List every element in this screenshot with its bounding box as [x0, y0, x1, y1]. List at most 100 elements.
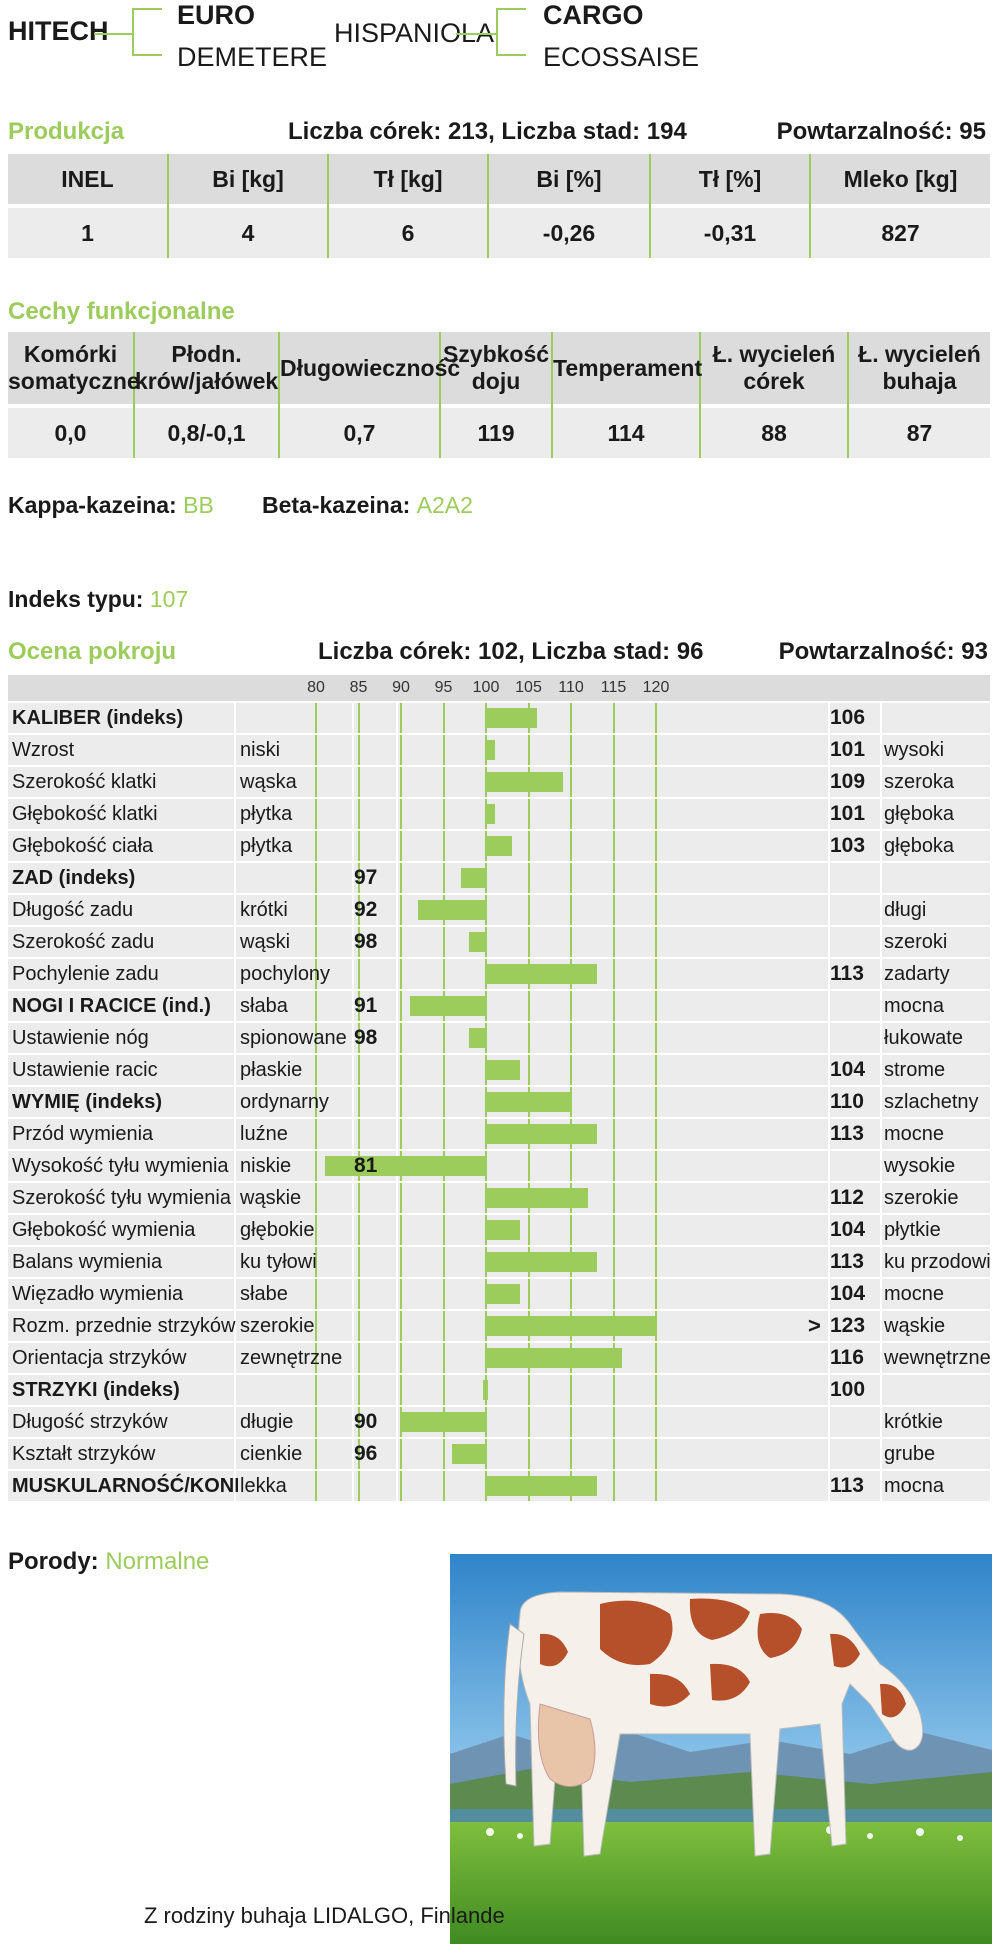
- column-divider: [828, 959, 830, 989]
- calving-value: Normalne: [105, 1548, 210, 1575]
- column-divider: [396, 1343, 398, 1373]
- column-divider: [396, 1471, 398, 1501]
- column-divider: [880, 1087, 882, 1117]
- column-divider: [396, 1215, 398, 1245]
- grid-line: [655, 831, 657, 861]
- grid-line: [527, 799, 530, 829]
- column-divider: [828, 863, 830, 893]
- grid-line: [315, 735, 317, 765]
- column-divider: [234, 1023, 236, 1053]
- grid-line: [570, 767, 572, 797]
- trait-row: MUSKULARNOŚĆ/KONDYCJAlekka mocna 113: [8, 1471, 990, 1503]
- grid-line: [442, 703, 445, 733]
- trait-value: 109: [830, 770, 866, 793]
- column-divider: [880, 991, 882, 1021]
- grid-line: [315, 1119, 317, 1149]
- grid-line: [315, 831, 317, 861]
- x-tick-label: 105: [515, 679, 542, 696]
- grid-line: [527, 1215, 530, 1245]
- column-divider: [880, 1215, 882, 1245]
- grid-line: [400, 1279, 402, 1309]
- grid-line: [485, 991, 487, 1021]
- pedigree-line: [456, 33, 498, 35]
- column-divider: [828, 1439, 830, 1469]
- grid-line: [570, 1279, 572, 1309]
- grid-line: [400, 767, 402, 797]
- grid-line: [357, 1375, 360, 1405]
- grid-line: [357, 1055, 360, 1085]
- functional-header-line: Temperament: [553, 354, 703, 381]
- x-tick-label: 100: [472, 679, 500, 696]
- column-divider: [396, 895, 398, 925]
- type-index: Indeks typu: 107: [8, 586, 188, 613]
- grid-line: [570, 863, 572, 893]
- trait-low-descriptor: długie: [240, 1411, 294, 1433]
- column-divider: [828, 831, 830, 861]
- grid-line: [612, 767, 615, 797]
- trait-bar: [469, 1028, 486, 1048]
- trait-low-descriptor: ordynarny: [240, 1091, 329, 1113]
- grid-line: [655, 1407, 657, 1437]
- trait-bar: [469, 932, 486, 952]
- grid-line: [315, 1471, 317, 1501]
- grid-line: [485, 1023, 487, 1053]
- kappa-casein-label: Kappa-kazeina:: [8, 492, 177, 518]
- trait-value: 113: [830, 962, 864, 985]
- grid-line: [357, 1439, 360, 1469]
- trait-low-descriptor: spionowane: [240, 1027, 347, 1049]
- trait-low-descriptor: głębokie: [240, 1219, 315, 1241]
- functional-table: Komórki somatyczne Płodn. krów/jałówek Długo…: [8, 332, 990, 458]
- trait-name: WYMIĘ (indeks): [12, 1091, 163, 1113]
- grid-line: [527, 735, 530, 765]
- functional-header-line: krów/jałówek: [135, 368, 279, 394]
- cow-photo: [450, 1554, 992, 1944]
- trait-low-descriptor: luźne: [240, 1123, 288, 1145]
- production-value: 827: [809, 208, 990, 258]
- trait-bar: [483, 1380, 488, 1400]
- column-divider: [828, 1311, 830, 1341]
- trait-value: 113: [830, 1250, 864, 1273]
- trait-name: Pochylenie zadu: [12, 963, 159, 985]
- trait-low-descriptor: lekka: [240, 1475, 287, 1497]
- grid-line: [442, 767, 445, 797]
- grid-line: [612, 1279, 615, 1309]
- grid-line: [315, 1183, 317, 1213]
- trait-bar: [486, 1252, 597, 1272]
- grid-line: [442, 1279, 445, 1309]
- grid-line: [400, 1183, 402, 1213]
- column-divider: [352, 1311, 354, 1341]
- grid-line: [315, 1087, 317, 1117]
- trait-name: STRZYKI (indeks): [12, 1379, 180, 1401]
- column-divider: [352, 767, 354, 797]
- trait-row: Przód wymienia luźne mocne 113: [8, 1119, 990, 1151]
- trait-value: 123: [830, 1314, 866, 1337]
- production-header: Bi [kg]: [167, 154, 328, 204]
- grid-line: [400, 1471, 402, 1501]
- production-table: INEL Bi [kg] Tł [kg] Bi [%] Tł [%] Mleko…: [8, 154, 990, 258]
- column-divider: [880, 895, 882, 925]
- trait-bar: [409, 996, 486, 1016]
- column-divider: [880, 831, 882, 861]
- trait-name: MUSKULARNOŚĆ/KONDYCJA: [12, 1475, 238, 1497]
- cow-illustration: [450, 1554, 992, 1944]
- trait-row: Wysokość tyłu wymienia niskie wysokie 81: [8, 1151, 990, 1183]
- column-divider: [880, 959, 882, 989]
- grid-line: [442, 1311, 445, 1341]
- trait-high-descriptor: krótkie: [884, 1411, 943, 1433]
- grid-line: [315, 1023, 317, 1053]
- grid-line: [527, 895, 530, 925]
- column-divider: [352, 1343, 354, 1373]
- grid-line: [570, 735, 572, 765]
- column-divider: [352, 1375, 354, 1405]
- grid-line: [485, 1151, 487, 1181]
- trait-row: NOGI I RACICE (ind.) słaba mocna 91: [8, 991, 990, 1023]
- grid-line: [612, 959, 615, 989]
- column-divider: [396, 959, 398, 989]
- trait-high-descriptor: długi: [884, 899, 927, 921]
- pedigree-line: [496, 8, 526, 10]
- functional-header-line: buhaja: [882, 368, 957, 394]
- column-divider: [828, 1151, 830, 1181]
- grid-line: [357, 1311, 360, 1341]
- functional-value: 87: [847, 408, 990, 458]
- functional-header-line: doju: [471, 368, 521, 394]
